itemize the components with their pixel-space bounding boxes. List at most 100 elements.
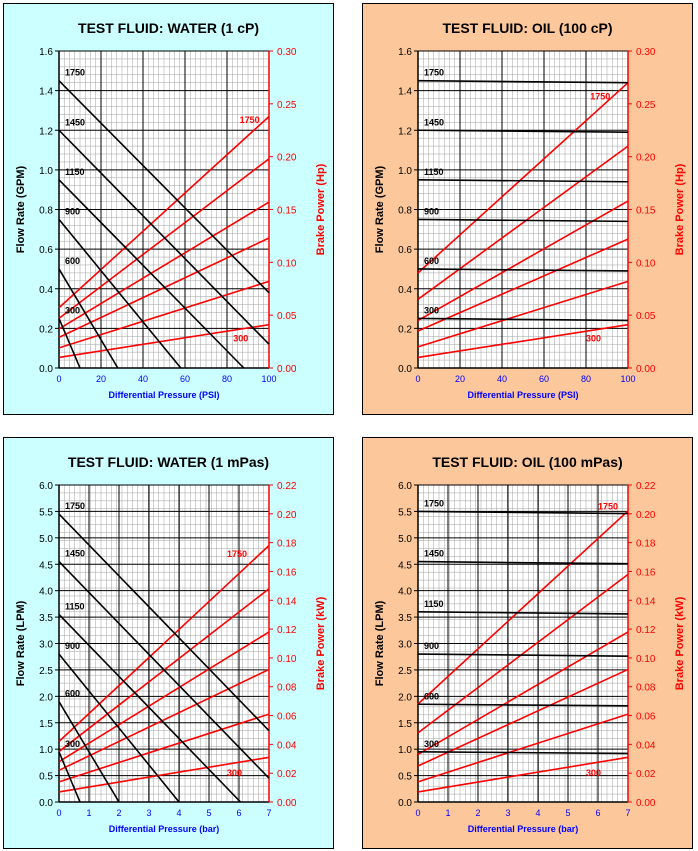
y2-tick-label: 0.15 (636, 206, 656, 217)
flow-label-1750: 1750 (424, 68, 444, 78)
chart-svg: 0.0 0.2 0.4 0.6 0.8 1.0 1.2 1.4 1.6 0.00 0.05 0.10 0… (15, 47, 327, 400)
flow-line-900 (58, 653, 180, 803)
x-tick-label: 40 (138, 374, 148, 384)
y2-tick-label: 0.16 (277, 567, 297, 578)
y-tick-label: 0.4 (39, 285, 53, 296)
y-tick-label: 1.0 (398, 745, 412, 756)
power-line-1750 (58, 544, 270, 743)
x-tick-label: 6 (595, 808, 600, 818)
chart-title: TEST FLUID: WATER (1 cP) (78, 20, 259, 36)
power-label-300: 300 (586, 768, 601, 778)
y2-axis-label: Brake Power (kW) (315, 596, 327, 690)
flow-label-1150: 1150 (424, 599, 444, 609)
y2-axis-label: Brake Power (Hp) (674, 163, 686, 255)
x-tick-label: 100 (261, 374, 276, 384)
y2-tick-label: 0.14 (636, 596, 656, 607)
flow-line-900 (417, 653, 629, 657)
x-tick-label: 5 (206, 808, 211, 818)
y2-tick-label: 0.02 (277, 769, 297, 780)
x-tick-label: 1 (445, 808, 450, 818)
flow-label-600: 600 (424, 691, 439, 701)
y2-tick-label: 0.04 (277, 740, 297, 751)
x-axis-label: Differential Pressure (PSI) (108, 390, 219, 400)
flow-label-1450: 1450 (424, 117, 444, 127)
y-tick-label: 5.5 (398, 507, 412, 518)
y-tick-label: 4.0 (39, 587, 53, 598)
y-tick-label: 3.5 (398, 613, 412, 624)
y-tick-label: 4.5 (398, 560, 412, 571)
power-label-1750: 1750 (590, 92, 610, 102)
flow-label-300: 300 (65, 739, 80, 749)
power-line-1750 (417, 510, 629, 705)
flow-label-900: 900 (424, 641, 439, 651)
chart-svg: 0.0 0.5 1.0 1.5 2.0 2.5 3.0 3.5 4.0 4.5 5.0 5.5 6.0 0… (374, 481, 686, 834)
x-tick-label: 4 (176, 808, 181, 818)
y2-tick-label: 0.25 (636, 100, 656, 111)
power-line-1450 (417, 145, 629, 300)
y2-tick-label: 0.14 (277, 596, 297, 607)
chart-svg: 0.0 0.2 0.4 0.6 0.8 1.0 1.2 1.4 1.6 0.00 0.05 0.10 0… (374, 47, 686, 400)
y-tick-label: 0.8 (398, 206, 412, 217)
flow-line-900 (417, 218, 629, 223)
y-tick-label: 1.0 (398, 166, 412, 177)
flow-line-1450 (417, 560, 629, 565)
flow-label-300: 300 (424, 305, 439, 315)
y2-tick-label: 0.04 (636, 740, 656, 751)
x-tick-label: 3 (146, 808, 151, 818)
flow-line-1750 (58, 513, 270, 732)
power-line-600 (417, 280, 629, 348)
y-tick-label: 4.0 (398, 587, 412, 598)
y2-tick-label: 0.06 (277, 712, 297, 723)
y-tick-label: 0.6 (39, 245, 53, 256)
flow-label-1450: 1450 (424, 549, 444, 559)
y-tick-label: 2.5 (39, 666, 53, 677)
y-tick-label: 0.2 (398, 324, 412, 335)
y-tick-label: 1.2 (39, 126, 53, 137)
y-tick-label: 0.0 (398, 798, 412, 809)
flow-line-600 (417, 268, 629, 272)
x-tick-label: 7 (625, 808, 630, 818)
x-axis-label: Differential Pressure (bar) (468, 824, 579, 834)
flow-line-1150 (417, 178, 629, 183)
y2-tick-label: 0.10 (277, 258, 297, 269)
chart-title: TEST FLUID: OIL (100 cP) (442, 20, 613, 36)
flow-label-1150: 1150 (424, 167, 444, 177)
y-tick-label: 5.0 (39, 534, 53, 545)
y-tick-label: 0.5 (398, 772, 412, 783)
y2-tick-label: 0.05 (636, 311, 656, 322)
y2-tick-label: 0.22 (277, 481, 297, 492)
y-tick-label: 1.4 (39, 87, 53, 98)
x-axis-label: Differential Pressure (bar) (109, 824, 220, 834)
y2-tick-label: 0.20 (277, 510, 297, 521)
y2-tick-label: 0.02 (636, 769, 656, 780)
flow-line-1450 (417, 129, 629, 134)
power-line-300 (417, 756, 629, 793)
y-axis-label: Flow Rate (LPM) (374, 600, 386, 686)
power-line-1450 (417, 573, 629, 734)
flow-line-1450 (58, 561, 270, 779)
y-tick-label: 6.0 (39, 481, 53, 492)
y-tick-label: 0.0 (39, 364, 53, 375)
flow-label-300: 300 (65, 305, 80, 315)
power-line-900 (417, 238, 629, 332)
flow-line-600 (417, 703, 629, 707)
power-line-300 (417, 323, 629, 359)
y2-tick-label: 0.30 (636, 47, 656, 58)
power-line-1150 (58, 201, 270, 330)
y-tick-label: 2.0 (39, 692, 53, 703)
y-tick-label: 1.4 (398, 87, 412, 98)
power-line-600 (58, 713, 270, 783)
x-tick-label: 40 (497, 374, 507, 384)
y-tick-label: 2.0 (398, 692, 412, 703)
y2-tick-label: 0.10 (636, 258, 656, 269)
y2-tick-label: 0.05 (277, 311, 297, 322)
y2-tick-label: 0.16 (636, 567, 656, 578)
flow-line-1150 (417, 611, 629, 615)
y2-tick-label: 0.25 (277, 100, 297, 111)
flow-label-1750: 1750 (65, 501, 85, 511)
y-tick-label: 3.0 (398, 640, 412, 651)
y-tick-label: 1.6 (39, 47, 53, 58)
flow-label-1750: 1750 (65, 68, 85, 78)
y2-tick-label: 0.08 (636, 683, 656, 694)
x-tick-label: 3 (505, 808, 510, 818)
